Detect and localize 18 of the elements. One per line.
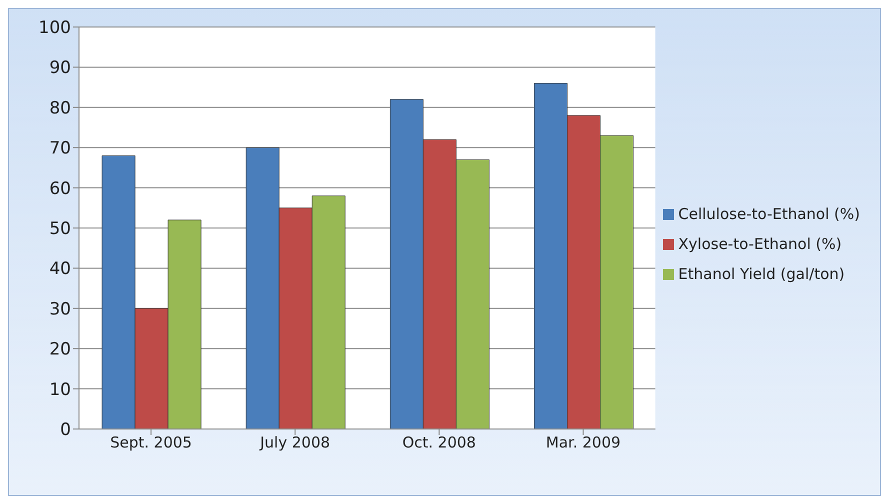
y-tick-label: 20 (49, 340, 71, 360)
y-tick-label: 60 (49, 178, 71, 199)
legend-label: Cellulose-to-Ethanol (%) (678, 205, 860, 223)
y-tick-label: 40 (49, 259, 71, 280)
x-tick-label: July 2008 (259, 434, 330, 452)
y-tick-label: 70 (49, 138, 71, 159)
legend-label: Xylose-to-Ethanol (%) (678, 235, 842, 253)
y-tick-label: 0 (60, 420, 71, 440)
y-tick-label: 90 (49, 58, 71, 78)
y-tick-label: 10 (49, 380, 71, 400)
y-tick-label: 50 (49, 219, 71, 240)
y-tick-label: 30 (49, 299, 71, 320)
x-tick-label: Oct. 2008 (402, 434, 476, 452)
x-tick-label: Sept. 2005 (110, 434, 192, 452)
y-tick-label: 100 (38, 18, 71, 38)
x-tick-label: Mar. 2009 (546, 434, 621, 452)
y-tick-label: 80 (49, 98, 71, 118)
legend-label: Ethanol Yield (gal/ton) (678, 265, 845, 283)
